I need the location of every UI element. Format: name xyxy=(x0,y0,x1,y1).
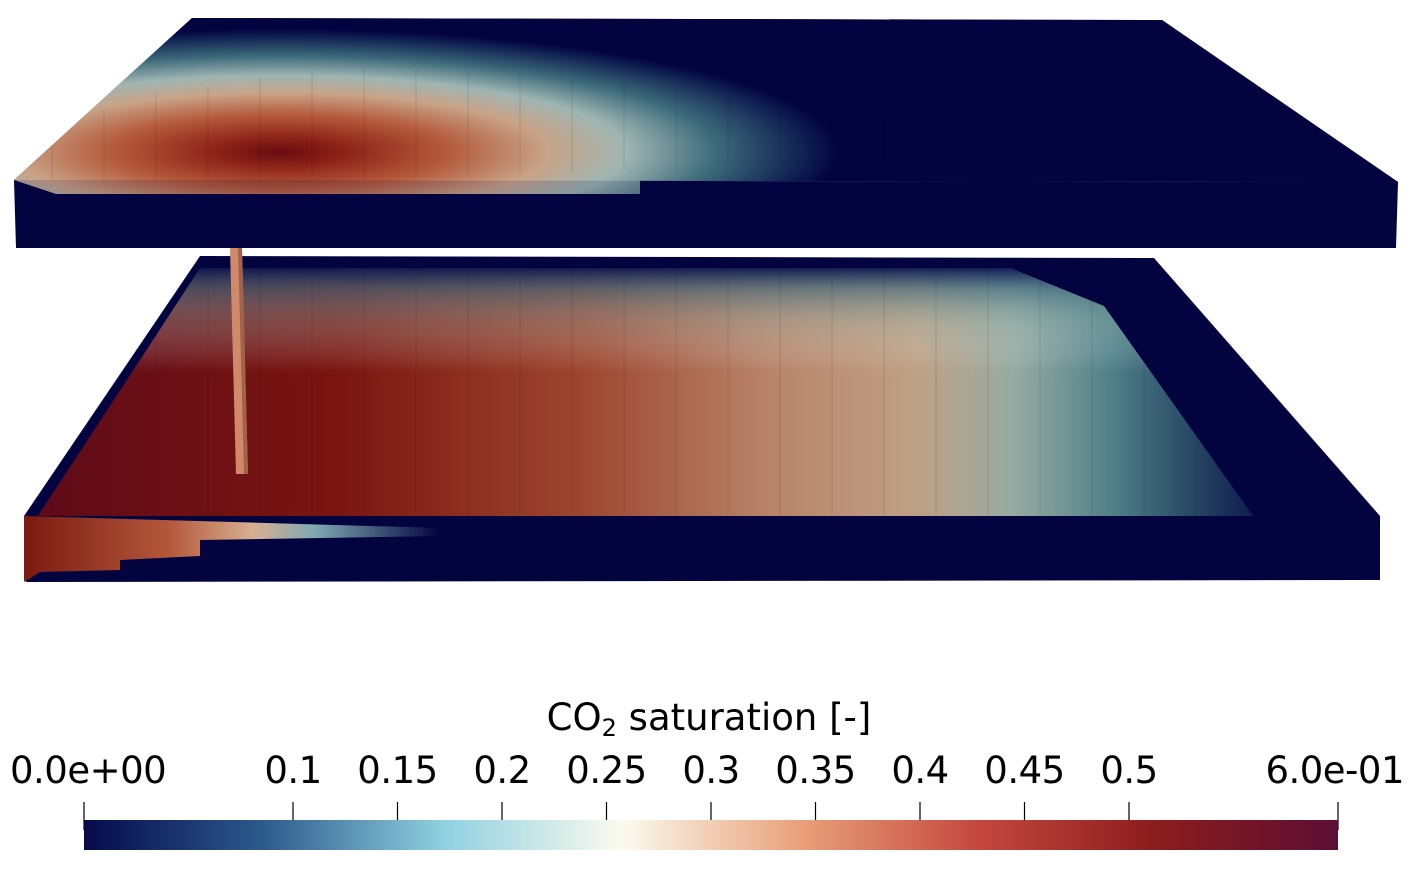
colorbar-gradient xyxy=(84,820,1338,850)
co2-saturation-3d-view xyxy=(14,18,1398,582)
upper-layer-side xyxy=(14,180,1398,248)
colorbar-tick-label: 0.45 xyxy=(984,749,1065,792)
colorbar-tick-label: 0.0e+00 xyxy=(10,749,167,792)
colorbar-title-quantity: CO xyxy=(546,696,602,739)
lower-layer-side-plume xyxy=(24,516,440,582)
colorbar-title-subscript: 2 xyxy=(601,714,617,742)
colorbar-tick-label: 0.25 xyxy=(566,749,647,792)
lower-layer xyxy=(24,256,1380,582)
colorbar xyxy=(83,802,1339,850)
colorbar-tick-label: 0.3 xyxy=(682,749,740,792)
lower-layer-plume-cells xyxy=(30,268,1256,528)
colorbar-title: CO2 saturation [-] xyxy=(0,694,1418,752)
colorbar-tick-label: 0.2 xyxy=(473,749,531,792)
colorbar-tick-labels: 0.0e+00 0.1 0.15 0.2 0.25 0.3 0.35 0.4 0.45 0.5 6.… xyxy=(0,748,1418,798)
colorbar-title-suffix: saturation [-] xyxy=(616,696,872,739)
colorbar-tick-label: 0.4 xyxy=(891,749,949,792)
colorbar-tick-label: 0.1 xyxy=(264,749,322,792)
colorbar-tick-label: 0.15 xyxy=(357,749,438,792)
colorbar-tick-label: 0.35 xyxy=(775,749,856,792)
upper-layer-plume-cells xyxy=(30,66,930,192)
upper-layer-side-plume xyxy=(14,180,640,194)
colorbar-tick-label: 6.0e-01 xyxy=(1265,749,1404,792)
colorbar-tick-label: 0.5 xyxy=(1100,749,1158,792)
injection-well-shade xyxy=(238,248,248,474)
upper-layer xyxy=(14,18,1398,248)
